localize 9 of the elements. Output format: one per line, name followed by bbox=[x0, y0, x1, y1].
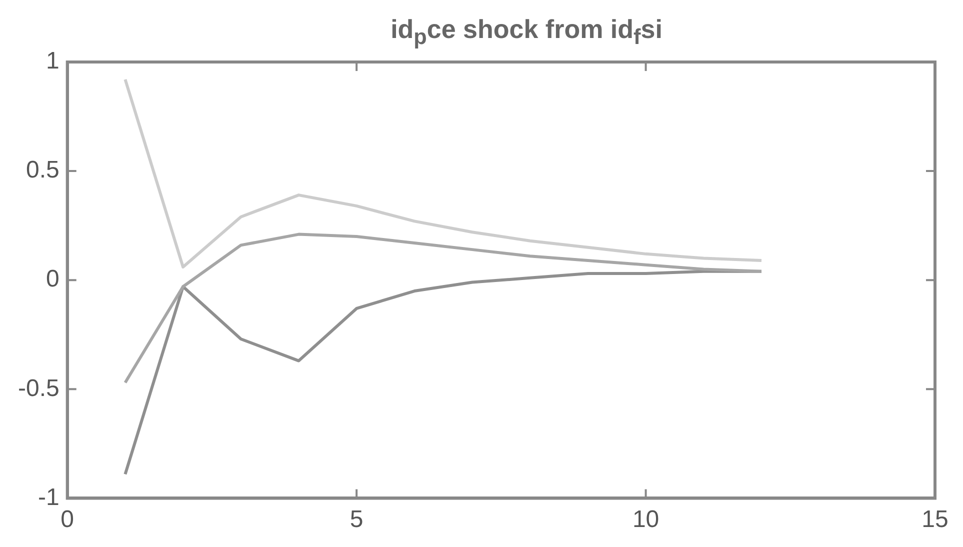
y-tick-label: 0.5 bbox=[26, 156, 60, 184]
y-tick-label: -0.5 bbox=[18, 374, 60, 402]
y-tick-label: 0 bbox=[46, 266, 60, 293]
x-tick-label: 10 bbox=[632, 506, 660, 534]
x-tick-label: 5 bbox=[350, 506, 364, 534]
x-tick-label: 15 bbox=[922, 506, 948, 534]
y-tick-label: -1 bbox=[38, 484, 60, 511]
y-tick-label: 1 bbox=[46, 48, 60, 75]
chart-title: id$_{p}$ce shock from id$_{f}$si bbox=[390, 14, 664, 50]
